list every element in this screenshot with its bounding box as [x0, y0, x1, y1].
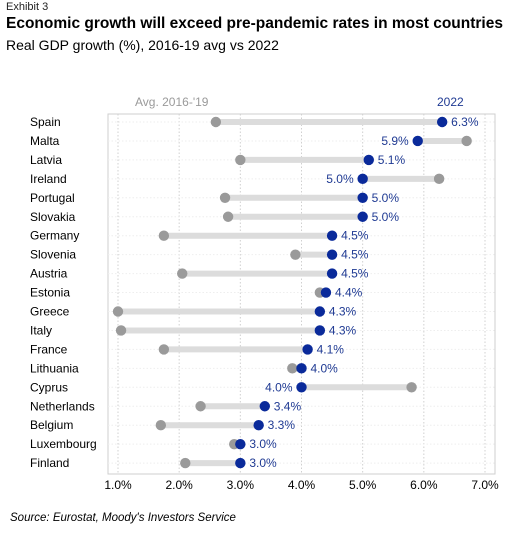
- value-label: 5.0%: [372, 210, 400, 224]
- country-label: Lithuania: [30, 361, 79, 375]
- value-label: 5.9%: [381, 134, 409, 148]
- value-label: 4.4%: [335, 286, 363, 300]
- avg-dot: [195, 401, 206, 412]
- avg-dot: [219, 192, 231, 203]
- country-label: Austria: [30, 267, 68, 281]
- y2022-dot: [326, 249, 338, 260]
- y2022-dot: [259, 401, 270, 412]
- country-label: Slovakia: [30, 210, 76, 224]
- y2022-dot: [357, 211, 368, 222]
- value-label: 4.3%: [329, 323, 357, 337]
- y2022-dot: [357, 173, 368, 185]
- value-label: 3.0%: [249, 437, 277, 451]
- y2022-dot: [235, 438, 246, 450]
- value-label: 5.0%: [326, 172, 354, 186]
- y2022-dot: [320, 287, 332, 298]
- country-label: Portugal: [30, 191, 75, 205]
- y2022-dot: [326, 268, 338, 279]
- country-label: Luxembourg: [30, 437, 97, 451]
- country-label: Latvia: [30, 153, 62, 167]
- country-label: Italy: [30, 323, 52, 337]
- avg-dot: [115, 325, 127, 336]
- y2022-dot: [302, 344, 313, 355]
- x-tick-label: 6.0%: [410, 478, 438, 492]
- avg-dot: [461, 135, 472, 147]
- value-label: 4.0%: [265, 380, 293, 394]
- avg-dot: [177, 268, 188, 279]
- country-label: Ireland: [30, 172, 67, 186]
- y2022-dot: [296, 382, 307, 393]
- y2022-dot: [357, 192, 368, 203]
- country-label: Netherlands: [30, 399, 95, 413]
- country-label: Cyprus: [30, 380, 68, 394]
- x-tick-label: 4.0%: [288, 478, 316, 492]
- country-label: Greece: [30, 305, 70, 319]
- avg-dot: [112, 306, 124, 317]
- avg-dot: [290, 249, 301, 260]
- x-tick-label: 3.0%: [227, 478, 255, 492]
- avg-dot: [433, 173, 445, 185]
- value-label: 3.3%: [268, 418, 296, 432]
- y2022-dot: [314, 306, 326, 317]
- y2022-dot: [253, 420, 264, 431]
- source-note: Source: Eurostat, Moody's Investors Serv…: [10, 512, 236, 524]
- x-tick-label: 7.0%: [471, 478, 499, 492]
- avg-dot: [235, 154, 246, 166]
- value-label: 4.3%: [329, 305, 357, 319]
- legend-avg-label: Avg. 2016-'19: [135, 95, 209, 109]
- x-tick-label: 1.0%: [104, 478, 132, 492]
- x-tick-label: 2.0%: [165, 478, 193, 492]
- value-label: 5.0%: [372, 191, 400, 205]
- chart-title: Economic growth will exceed pre-pandemic…: [6, 15, 503, 32]
- country-label: Estonia: [30, 286, 70, 300]
- avg-dot: [210, 116, 222, 128]
- country-label: Germany: [30, 229, 79, 243]
- avg-dot: [158, 230, 170, 241]
- value-label: 4.5%: [341, 248, 369, 262]
- y2022-dot: [296, 363, 307, 374]
- value-label: 4.0%: [311, 361, 339, 375]
- value-label: 3.0%: [249, 456, 277, 470]
- value-label: 5.1%: [378, 153, 406, 167]
- value-label: 4.1%: [317, 342, 345, 356]
- y2022-dot: [326, 230, 338, 241]
- country-label: France: [30, 342, 68, 356]
- dumbbell-chart: 1.0% 2.0% 3.0% 4.0% 5.0% 6.0% 7.0% Avg. 2016-'1…: [30, 95, 499, 492]
- avg-dot: [406, 382, 417, 393]
- value-label: 4.5%: [341, 267, 369, 281]
- value-label: 4.5%: [341, 229, 369, 243]
- value-label: 3.4%: [274, 399, 302, 413]
- country-label: Malta: [30, 134, 60, 148]
- y2022-dot: [436, 116, 448, 128]
- country-label: Finland: [30, 456, 69, 470]
- avg-dot: [287, 363, 298, 374]
- x-tick-label: 5.0%: [349, 478, 377, 492]
- value-label: 6.3%: [451, 115, 479, 129]
- avg-dot: [158, 344, 170, 355]
- country-label: Slovenia: [30, 248, 76, 262]
- y2022-dot: [314, 325, 326, 336]
- y2022-dot: [363, 154, 374, 166]
- chart-subtitle: Real GDP growth (%), 2016-19 avg vs 2022: [6, 37, 279, 53]
- y2022-dot: [412, 135, 423, 147]
- avg-dot: [222, 211, 234, 222]
- country-label: Belgium: [30, 418, 73, 432]
- avg-dot: [180, 457, 191, 469]
- legend-2022-label: 2022: [437, 95, 464, 109]
- y2022-dot: [235, 457, 246, 469]
- country-label: Spain: [30, 115, 61, 129]
- exhibit-label: Exhibit 3: [6, 1, 49, 13]
- avg-dot: [155, 420, 167, 431]
